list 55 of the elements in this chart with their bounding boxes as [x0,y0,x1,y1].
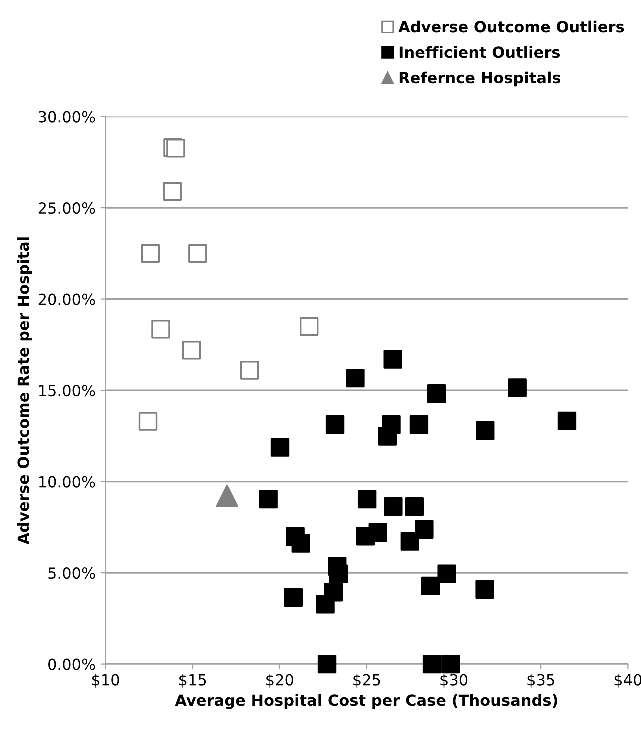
x-tick-label: $15 [180,674,206,688]
y-tick-label: 20.00% [38,294,96,306]
point [476,422,495,440]
point [346,368,365,388]
y-tick-label: 25.00% [38,202,96,214]
point [415,520,434,539]
point [358,490,377,509]
x-tick-label: $25 [354,674,380,688]
point [476,580,494,599]
y-tick-label: 15.00% [39,385,96,397]
point [141,244,160,264]
point [166,139,186,158]
point [152,320,170,339]
point [368,523,388,542]
point [410,416,429,434]
y-tick-label: 30.00% [38,111,96,123]
x-tick-label: $35 [528,674,554,688]
x-axis-title: Average Hospital Cost per Case (Thousands) [175,694,558,710]
y-tick-label: 10.00% [39,476,96,488]
y-axis-title: Adverse Outcome Rate per Hospital [17,238,32,545]
x-tick-label: $10 [92,674,120,688]
point [188,244,208,264]
point [442,654,460,674]
point [378,427,398,446]
point [138,412,158,431]
y-tick-label: 5.00% [48,568,96,580]
point [329,564,348,584]
legend-label: Adverse Outcome Outliers [398,20,624,33]
point [438,564,456,584]
point [216,484,238,508]
point [182,341,202,360]
point [384,350,402,369]
point [427,384,446,404]
point [422,654,442,674]
point [405,497,424,516]
point [400,532,420,551]
point [300,317,319,336]
point [316,595,335,614]
point [259,490,278,509]
x-tick-label: $30 [440,674,468,688]
point [558,412,577,431]
legend-label: Refernce Hospitals [400,72,561,87]
point [240,361,260,380]
legend-label: Inefficient Outliers [400,46,560,58]
point [508,378,527,398]
y-tick-label: 0.00% [48,658,96,670]
point [326,416,345,434]
point [163,182,182,201]
point [421,576,440,596]
point [270,438,290,457]
x-tick-label: $20 [266,674,294,688]
point [284,588,303,608]
point [384,497,403,516]
point [292,534,310,553]
point [318,654,337,674]
